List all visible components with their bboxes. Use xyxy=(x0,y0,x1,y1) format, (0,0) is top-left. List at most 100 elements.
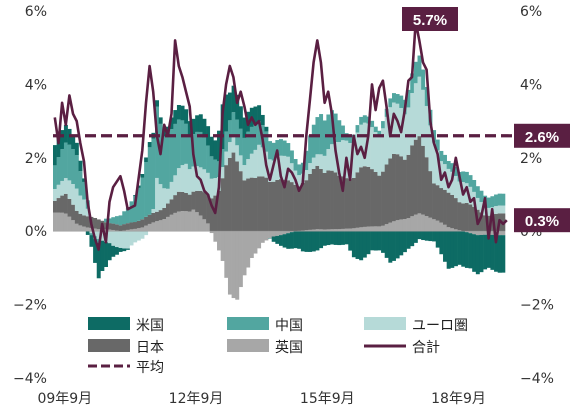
bar-china xyxy=(114,216,119,225)
bar-us xyxy=(483,234,488,270)
bar-us xyxy=(53,145,57,166)
bar-uk xyxy=(195,212,200,232)
bar-japan xyxy=(479,212,484,232)
legend-swatch-uk xyxy=(227,339,269,352)
bar-china xyxy=(246,131,251,160)
bar-euro xyxy=(220,167,225,179)
bar-us xyxy=(373,231,378,251)
bar-euro xyxy=(279,155,283,180)
legend-label-japan: 日本 xyxy=(136,340,164,356)
bar-uk xyxy=(308,229,313,232)
legend-swatch-china xyxy=(227,317,269,330)
bar-japan xyxy=(453,198,458,230)
bar-euro xyxy=(435,150,440,186)
bar-china xyxy=(421,69,426,90)
bar-uk xyxy=(111,229,116,232)
bar-china xyxy=(74,155,79,189)
bar-us xyxy=(461,231,466,267)
bar-uk xyxy=(384,224,389,232)
bar-euro xyxy=(155,177,160,212)
bar-japan xyxy=(461,203,466,232)
bar-uk xyxy=(443,224,447,232)
bar-euro xyxy=(111,231,116,246)
bar-us xyxy=(453,231,458,267)
bar-china xyxy=(56,157,61,185)
bar-uk xyxy=(60,212,65,232)
bar-euro xyxy=(297,175,302,187)
bar-china xyxy=(435,139,440,151)
bar-us xyxy=(384,231,389,258)
bar-uk xyxy=(435,220,440,232)
bar-euro xyxy=(151,209,156,213)
bar-us xyxy=(446,231,451,269)
bar-euro xyxy=(231,136,236,153)
bar-us xyxy=(322,231,327,246)
bar-euro xyxy=(85,208,90,217)
bar-euro xyxy=(453,175,458,199)
bar-uk xyxy=(249,231,254,258)
bar-china xyxy=(242,137,247,166)
bar-china xyxy=(202,137,207,170)
bar-china xyxy=(468,175,473,187)
bar-euro xyxy=(195,166,200,191)
bar-euro xyxy=(82,199,87,216)
bar-japan xyxy=(297,186,302,231)
bar-japan xyxy=(82,215,87,227)
bar-us xyxy=(311,231,316,252)
bar-japan xyxy=(96,219,101,230)
bar-japan xyxy=(446,192,451,228)
bar-uk xyxy=(315,229,320,232)
bar-uk xyxy=(286,231,291,234)
bar-us xyxy=(122,248,127,252)
bar-china xyxy=(289,150,294,164)
bar-euro xyxy=(311,157,316,169)
bar-uk xyxy=(483,231,488,235)
bar-japan xyxy=(166,203,170,217)
bar-uk xyxy=(344,228,349,232)
bar-us xyxy=(300,231,305,252)
bar-us xyxy=(264,126,269,132)
bar-japan xyxy=(344,178,349,229)
bar-uk xyxy=(472,231,477,235)
bar-japan xyxy=(227,157,232,232)
bar-japan xyxy=(457,202,462,231)
bar-us xyxy=(289,232,294,249)
bar-uk xyxy=(475,231,480,236)
bar-uk xyxy=(453,229,458,232)
bar-japan xyxy=(67,198,72,217)
bar-euro xyxy=(122,231,127,249)
bar-china xyxy=(322,120,327,156)
bar-japan xyxy=(286,180,291,232)
bar-euro xyxy=(268,159,273,182)
bar-japan xyxy=(421,145,426,215)
bar-euro xyxy=(169,181,174,200)
bar-us xyxy=(366,231,371,255)
bar-euro xyxy=(315,154,320,166)
bar-us xyxy=(213,140,218,160)
bar-euro xyxy=(475,197,480,210)
bar-china xyxy=(235,119,240,146)
bar-japan xyxy=(173,195,178,213)
bar-japan xyxy=(366,166,371,227)
bar-us xyxy=(158,117,163,124)
bar-china xyxy=(373,126,378,133)
bar-uk xyxy=(439,222,444,232)
bar-japan xyxy=(63,193,68,214)
bar-uk xyxy=(74,223,79,232)
bar-us xyxy=(388,231,393,263)
bar-us xyxy=(395,231,400,259)
bar-japan xyxy=(315,165,320,230)
bar-uk xyxy=(355,227,360,232)
bar-china xyxy=(443,154,447,165)
bar-china xyxy=(359,116,364,125)
bar-us xyxy=(271,236,276,242)
bar-uk xyxy=(446,227,451,232)
bar-japan xyxy=(151,212,156,223)
bar-japan xyxy=(337,175,342,230)
bar-uk xyxy=(359,227,364,232)
bar-uk xyxy=(282,231,287,235)
bar-china xyxy=(136,187,141,221)
bar-uk xyxy=(133,228,138,232)
bar-euro xyxy=(224,151,229,166)
bar-us xyxy=(406,231,411,249)
